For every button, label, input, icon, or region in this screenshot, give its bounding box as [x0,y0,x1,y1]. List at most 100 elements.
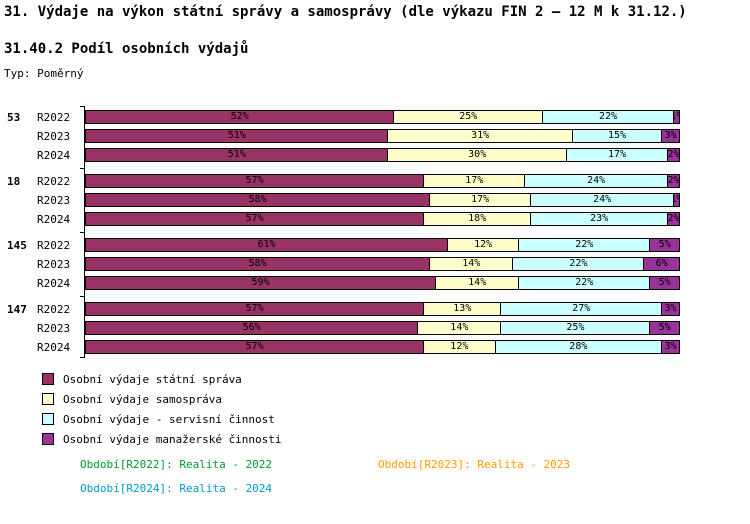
bar-group: 145 R2022 61% 12% 22% 5% R2023 58% 14% 22% 6% R2024… [7,238,680,290]
segment-value-label: 25% [459,111,478,122]
bar-row: R2024 59% 14% 22% 5% [7,276,680,290]
row-label: R2022 [37,174,71,188]
bar-segment: 14% [418,321,502,335]
segment-value-label: 28% [569,341,588,352]
segment-value-label: 56% [242,322,261,333]
segment-value-label: 14% [462,258,481,269]
row-label: R2024 [37,276,71,290]
bar-segment: 12% [424,340,496,354]
segment-value-label: 18% [468,213,487,224]
legend-label: Osobní výdaje - servisní činnost [63,412,275,426]
segment-value-label: 51% [227,149,246,160]
bar-group: 18 R2022 57% 17% 24% 2% R2023 58% 17% 24% 1% R2024 5… [7,174,680,226]
segment-value-label: 2% [668,149,680,160]
bar-segment: 18% [424,212,532,226]
bar-row: 18 R2022 57% 17% 24% 2% [7,174,680,188]
legend-label: Osobní výdaje samospráva [63,392,222,406]
bar-segment: 57% [85,174,425,188]
legend-swatch [42,393,54,405]
axis-tick [80,106,84,107]
group-label: 145 [7,238,27,252]
bar-segment: 15% [572,129,663,143]
segment-value-label: 12% [474,239,493,250]
bar-segment: 5% [650,276,680,290]
segment-value-label: 59% [251,277,270,288]
row-label: R2023 [37,321,71,335]
segment-value-label: 14% [450,322,469,333]
bar-row: R2024 57% 18% 23% 2% [7,212,680,226]
bar-segment: 3% [662,302,680,316]
bar-segment: 24% [531,193,675,207]
segment-value-label: 12% [450,341,469,352]
bar-segment: 25% [501,321,651,335]
legend-swatch [42,433,54,445]
segment-value-label: 6% [655,258,668,269]
bar-segment: 2% [668,148,680,162]
segment-value-label: 22% [575,277,594,288]
chart-title: 31.40.2 Podíl osobních výdajů [4,41,249,57]
period-r2023: Období[R2023]: Realita - 2023 [378,458,571,471]
bar-segment: 59% [85,276,437,290]
bar-segment: 52% [85,110,395,124]
bar-segment: 3% [662,129,680,143]
segment-value-label: 24% [587,175,606,186]
legend-swatch [42,413,54,425]
segment-value-label: 13% [453,303,472,314]
bar-segment: 58% [85,193,431,207]
bar-row: 147 R2022 57% 13% 27% 3% [7,302,680,316]
period-r2024: Období[R2024]: Realita - 2024 [80,482,273,495]
bar-segment: 61% [85,238,448,252]
row-label: R2023 [37,193,71,207]
bar-segment: 56% [85,321,419,335]
stacked-bar: 57% 17% 24% 2% [85,174,680,188]
segment-value-label: 1% [674,111,679,123]
stacked-bar: 59% 14% 22% 5% [85,276,680,290]
legend-swatch [42,373,54,385]
segment-value-label: 22% [599,111,618,122]
segment-value-label: 31% [471,130,490,141]
segment-value-label: 57% [245,175,264,186]
report-title: 31. Výdaje na výkon státní správy a samo… [4,4,687,20]
bar-segment: 51% [85,148,389,162]
segment-value-label: 5% [658,239,671,250]
bar-segment: 5% [650,321,680,335]
legend-item: Osobní výdaje státní správa [42,372,282,386]
row-label: R2024 [37,340,71,354]
stacked-bar: 51% 31% 15% 3% [85,129,680,143]
segment-value-label: 27% [572,303,591,314]
bar-segment: 17% [424,174,526,188]
segment-value-label: 24% [593,194,612,205]
bar-segment: 1% [674,193,680,207]
segment-value-label: 57% [245,213,264,224]
legend-label: Osobní výdaje státní správa [63,372,242,386]
segment-value-label: 2% [668,175,680,186]
group-label: 18 [7,174,21,188]
segment-value-label: 30% [468,149,487,160]
period-r2022: Období[R2022]: Realita - 2022 [80,458,273,471]
segment-value-label: 58% [248,194,267,205]
bar-segment: 22% [519,238,651,252]
bar-segment: 24% [525,174,669,188]
bar-segment: 31% [388,129,573,143]
bar-segment: 17% [566,148,669,162]
legend-item: Osobní výdaje samospráva [42,392,282,406]
group-label: 147 [7,302,27,316]
bar-segment: 2% [668,174,680,188]
bar-segment: 23% [531,212,669,226]
bar-group: 147 R2022 57% 13% 27% 3% R2023 56% 14% 25% 5% R2024… [7,302,680,354]
bar-segment: 22% [519,276,651,290]
row-label: R2023 [37,129,71,143]
segment-value-label: 25% [566,322,585,333]
bar-row: R2024 57% 12% 28% 3% [7,340,680,354]
bar-segment: 27% [501,302,663,316]
stacked-bar: 57% 12% 28% 3% [85,340,680,354]
bar-segment: 3% [662,340,680,354]
bar-segment: 25% [394,110,544,124]
bar-row: 145 R2022 61% 12% 22% 5% [7,238,680,252]
segment-value-label: 2% [668,213,680,224]
legend-item: Osobní výdaje manažerské činnosti [42,432,282,446]
bar-segment: 17% [430,193,532,207]
row-label: R2024 [37,212,71,226]
row-label: R2023 [37,257,71,271]
bar-segment: 58% [85,257,431,271]
